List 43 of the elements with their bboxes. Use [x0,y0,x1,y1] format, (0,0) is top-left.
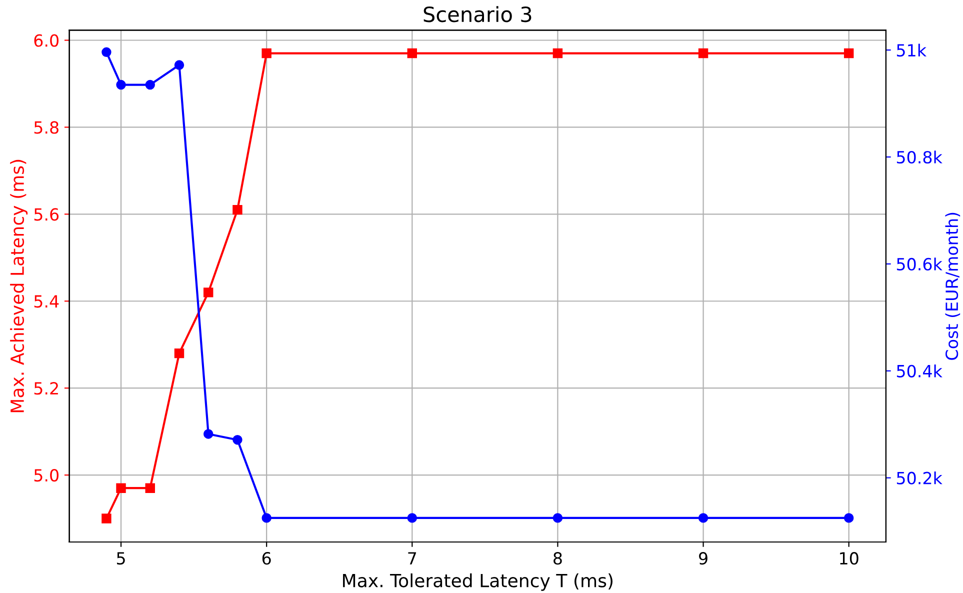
y2-tick-label: 50.6k [896,258,942,270]
point [203,429,214,439]
point [174,60,184,70]
point [552,48,563,58]
x-tick-label: 7 [408,552,416,564]
point [203,288,214,298]
y2-axis-title: Cost (EUR/month) [945,212,960,360]
point [262,513,272,523]
point [174,348,184,358]
x-tick-label: 6 [262,552,271,565]
point [407,48,418,58]
x-axis-title: Max. Tolerated Latency T (ms) [343,573,612,591]
y-tick-label: 5.6 [34,208,59,221]
point [552,513,563,523]
point [844,513,854,523]
x-tick-label: 9 [699,552,708,565]
y2-tick-label: 50.2k [896,472,942,484]
y-tick-label: 5.0 [34,469,59,482]
point [698,513,708,523]
y-tick-label: 5.4 [34,295,59,308]
y2-tick-label: 50.4k [896,364,942,378]
y2-tick-label: 51k [896,44,926,57]
point [698,48,708,58]
y-tick-label: 6.0 [34,34,59,47]
point [116,483,126,493]
x-tick-label: 8 [554,552,562,565]
point [116,80,126,90]
chart-title: Scenario 3 [424,6,532,22]
x-tick-label: 5 [116,552,125,565]
point [102,47,112,58]
point [844,48,854,58]
point [232,435,242,445]
point [145,483,155,493]
point [102,514,112,524]
y-tick-label: 5.2 [34,382,58,395]
point [145,80,155,90]
x-tick-label: 10 [840,552,858,565]
point [407,513,418,523]
y-tick-label: 5.8 [34,121,58,134]
point [232,204,242,215]
y2-tick-label: 50.8k [896,150,942,164]
y-axis-title: Max. Achieved Latency (ms) [10,160,28,412]
point [262,48,272,58]
